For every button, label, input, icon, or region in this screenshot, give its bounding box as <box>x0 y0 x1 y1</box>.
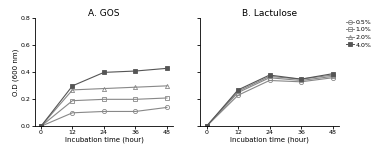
Legend: 0.5%, 1.0%, 2.0%, 4.0%: 0.5%, 1.0%, 2.0%, 4.0% <box>346 19 372 48</box>
X-axis label: Incubation time (hour): Incubation time (hour) <box>230 137 309 143</box>
Title: B. Lactulose: B. Lactulose <box>242 9 297 18</box>
Y-axis label: O.D (600 nm): O.D (600 nm) <box>13 49 19 96</box>
Title: A. GOS: A. GOS <box>88 9 120 18</box>
X-axis label: Incubation time (hour): Incubation time (hour) <box>65 137 143 143</box>
